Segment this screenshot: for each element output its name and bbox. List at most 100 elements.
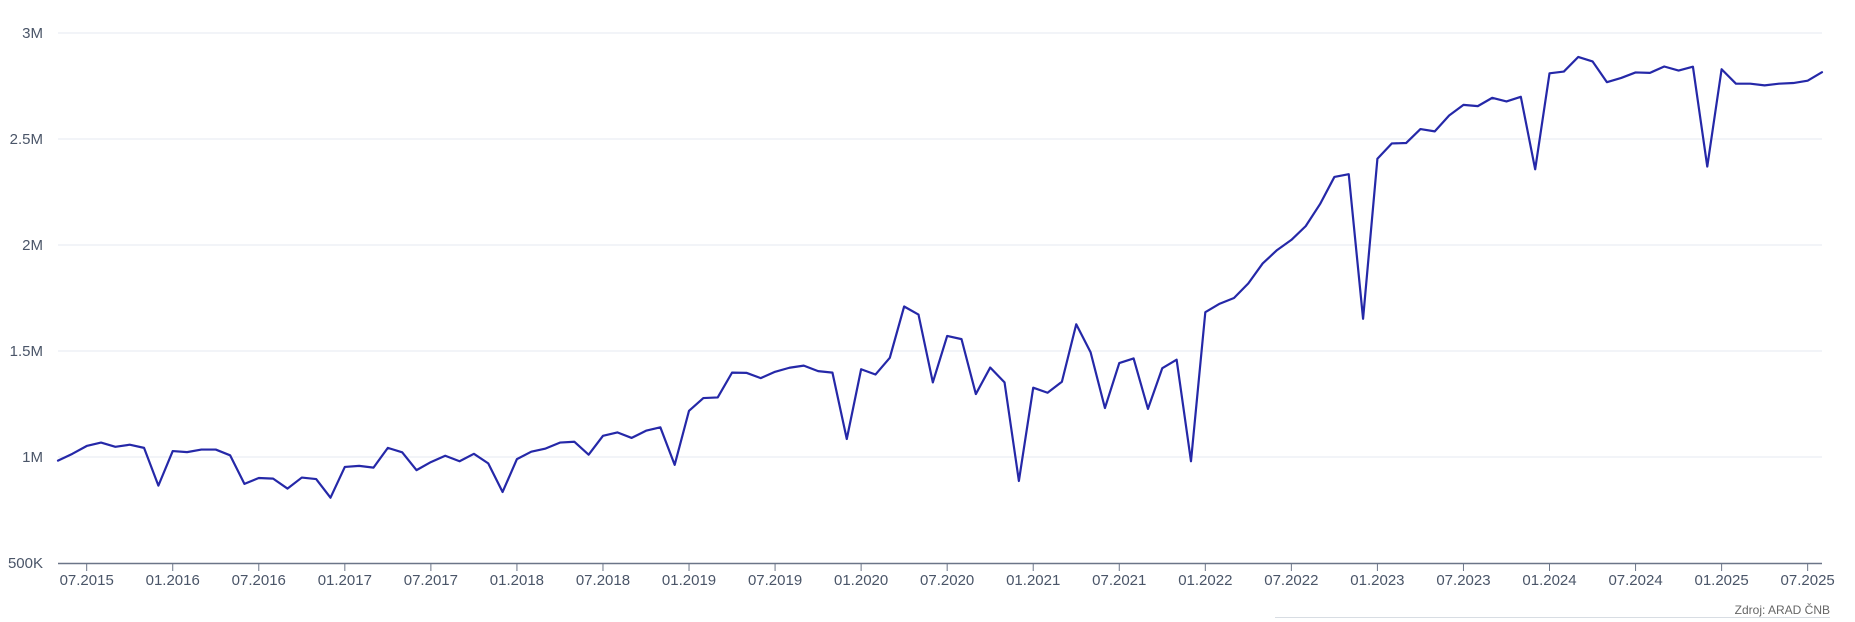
data-point[interactable] [772,369,778,375]
data-point[interactable] [729,370,735,376]
data-point[interactable] [743,370,749,376]
data-point[interactable] [1030,385,1036,391]
data-point[interactable] [457,458,463,464]
data-point[interactable] [356,463,362,469]
data-point[interactable] [1604,79,1610,85]
data-point[interactable] [600,433,606,439]
data-point[interactable] [715,394,721,400]
data-point[interactable] [55,458,61,464]
data-point[interactable] [500,489,506,495]
data-point[interactable] [1303,223,1309,229]
data-point[interactable] [1346,171,1352,177]
data-point[interactable] [987,365,993,371]
data-point[interactable] [1719,66,1725,72]
data-point[interactable] [758,375,764,381]
data-point[interactable] [1647,70,1653,76]
data-point[interactable] [1489,95,1495,101]
data-point[interactable] [786,365,792,371]
data-point[interactable] [557,440,563,446]
data-point[interactable] [327,495,333,501]
data-point[interactable] [586,452,592,458]
data-point[interactable] [514,456,520,462]
data-point[interactable] [643,428,649,434]
data-point[interactable] [629,435,635,441]
data-point[interactable] [1790,80,1796,86]
data-point[interactable] [342,464,348,470]
data-point[interactable] [1374,156,1380,162]
data-point[interactable] [471,451,477,457]
data-point[interactable] [1561,69,1567,75]
data-point[interactable] [313,476,319,482]
data-point[interactable] [1288,237,1294,243]
data-point[interactable] [829,370,835,376]
data-point[interactable] [959,336,965,342]
data-point[interactable] [1417,126,1423,132]
data-point[interactable] [815,368,821,374]
data-point[interactable] [1016,478,1022,484]
data-point[interactable] [170,448,176,454]
data-point[interactable] [872,372,878,378]
data-point[interactable] [442,453,448,459]
data-point[interactable] [1618,75,1624,81]
data-point[interactable] [399,449,405,455]
data-point[interactable] [385,445,391,451]
data-point[interactable] [227,452,233,458]
data-point[interactable] [1518,94,1524,100]
data-point[interactable] [1088,349,1094,355]
data-point[interactable] [543,446,549,452]
data-point[interactable] [127,442,133,448]
data-point[interactable] [1045,390,1051,396]
data-point[interactable] [1704,164,1710,170]
data-point[interactable] [1633,69,1639,75]
data-point[interactable] [1547,70,1553,76]
data-point[interactable] [299,475,305,481]
data-point[interactable] [528,449,534,455]
data-point[interactable] [1260,260,1266,266]
data-point[interactable] [844,436,850,442]
data-point[interactable] [284,486,290,492]
data-point[interactable] [1002,379,1008,385]
data-point[interactable] [801,363,807,369]
data-point[interactable] [1532,166,1538,172]
data-point[interactable] [1733,81,1739,87]
data-point[interactable] [428,459,434,465]
data-point[interactable] [1776,81,1782,87]
data-point[interactable] [1460,102,1466,108]
data-point[interactable] [901,303,907,309]
data-point[interactable] [1245,280,1251,286]
data-point[interactable] [1819,69,1825,75]
data-point[interactable] [1747,81,1753,87]
data-point[interactable] [414,467,420,473]
data-point[interactable] [1231,295,1237,301]
data-point[interactable] [1690,64,1696,70]
data-point[interactable] [1188,458,1194,464]
data-point[interactable] [858,366,864,372]
data-point[interactable] [1432,128,1438,134]
data-point[interactable] [1073,321,1079,327]
data-point[interactable] [141,445,147,451]
data-point[interactable] [1503,98,1509,104]
data-point[interactable] [1360,316,1366,322]
data-point[interactable] [1661,64,1667,70]
data-point[interactable] [84,443,90,449]
data-point[interactable] [1446,112,1452,118]
data-point[interactable] [657,424,663,430]
data-point[interactable] [69,451,75,457]
data-point[interactable] [915,312,921,318]
data-point[interactable] [944,333,950,339]
data-point[interactable] [1575,54,1581,60]
data-point[interactable] [112,444,118,450]
data-point[interactable] [614,429,620,435]
data-point[interactable] [1331,174,1337,180]
data-point[interactable] [1202,309,1208,315]
data-point[interactable] [700,395,706,401]
data-point[interactable] [155,483,161,489]
data-point[interactable] [672,462,678,468]
data-point[interactable] [1403,140,1409,146]
data-point[interactable] [256,475,262,481]
data-point[interactable] [371,465,377,471]
data-point[interactable] [973,391,979,397]
data-point[interactable] [1805,78,1811,84]
data-point[interactable] [1174,357,1180,363]
data-point[interactable] [184,449,190,455]
